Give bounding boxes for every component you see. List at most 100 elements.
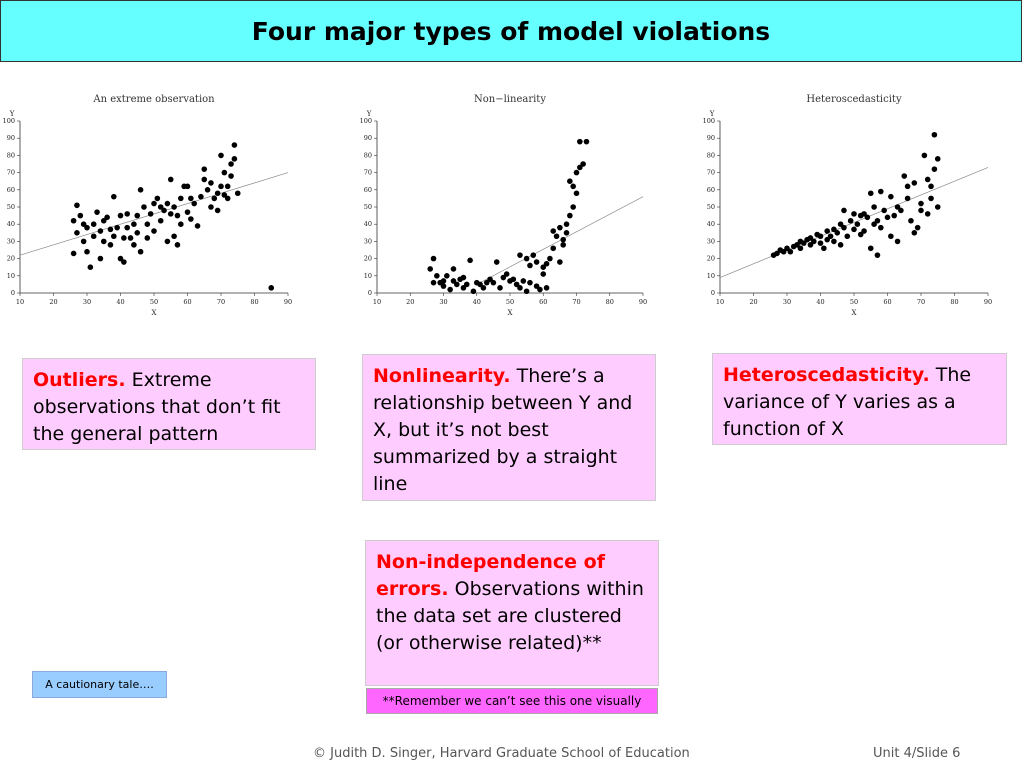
data-point — [121, 259, 127, 265]
x-axis-label: X — [508, 309, 513, 317]
data-point — [80, 238, 87, 245]
data-point — [800, 240, 807, 246]
regression-line — [476, 196, 644, 285]
x-tick-label: 60 — [539, 298, 547, 306]
data-point — [218, 183, 224, 190]
data-point — [444, 273, 450, 279]
data-point — [827, 233, 834, 240]
data-point — [218, 152, 224, 159]
data-point — [533, 283, 540, 289]
y-axis-label: Y — [709, 110, 715, 118]
y-tick-label: 80 — [707, 151, 715, 159]
data-point — [268, 285, 275, 291]
data-point — [918, 207, 924, 214]
data-point — [483, 279, 490, 286]
data-point — [570, 183, 576, 190]
data-point — [134, 212, 141, 219]
x-tick-label: 50 — [850, 298, 858, 306]
data-point — [204, 187, 211, 193]
data-point — [924, 211, 931, 217]
data-point — [540, 264, 547, 270]
data-point — [811, 238, 817, 245]
data-point — [77, 212, 84, 219]
data-point — [884, 214, 891, 221]
data-point — [570, 204, 576, 210]
y-tick-label: 0 — [11, 289, 15, 297]
y-tick-label: 50 — [7, 203, 15, 211]
data-point — [874, 252, 881, 258]
data-point — [434, 273, 440, 279]
cautionary-tale-button[interactable]: A cautionary tale…. — [32, 671, 167, 698]
heteroscedasticity-text: The variance of Y varies as a function o… — [723, 364, 972, 440]
data-point — [87, 264, 94, 270]
data-point — [191, 200, 197, 207]
outliers-heading: Outliers. — [33, 369, 126, 391]
data-point — [888, 233, 894, 240]
data-point — [184, 183, 191, 190]
data-point — [503, 271, 510, 277]
y-tick-label: 70 — [364, 169, 372, 177]
data-point — [447, 286, 453, 293]
x-tick-label: 90 — [639, 298, 647, 306]
data-point — [523, 255, 530, 262]
data-point — [874, 217, 881, 224]
x-tick-label: 80 — [250, 298, 258, 306]
y-tick-label: 60 — [707, 186, 715, 194]
data-point — [931, 166, 938, 172]
outliers-text: Extreme observations that don’t fit the … — [33, 369, 281, 445]
x-tick-label: 20 — [749, 298, 757, 306]
data-point — [520, 278, 527, 284]
data-point — [174, 212, 181, 219]
data-point — [567, 178, 573, 184]
y-tick-label: 100 — [360, 117, 372, 125]
y-tick-label: 10 — [364, 272, 372, 280]
data-point — [784, 245, 790, 252]
data-point — [221, 192, 228, 198]
footer-copyright: © Judith D. Singer, Harvard Graduate Sch… — [313, 746, 690, 761]
data-point — [70, 250, 77, 257]
chart-title: Non−linearity — [474, 94, 546, 105]
non-independence-text: Observations within the data set are clu… — [376, 578, 644, 654]
remember-note: **Remember we can’t see this one visuall… — [366, 688, 658, 714]
x-tick-label: 20 — [406, 298, 414, 306]
data-point — [497, 285, 503, 291]
data-point — [914, 224, 921, 231]
data-point — [427, 266, 433, 272]
y-tick-label: 30 — [364, 237, 372, 245]
data-point — [124, 211, 130, 217]
data-point — [430, 255, 437, 262]
data-point — [500, 274, 507, 281]
data-point — [208, 180, 214, 186]
scatter-plot-heteroscedasticity: Heteroscedasticity 10 20 30 40 50 60 70 80 90 0 10 2… — [700, 88, 1008, 327]
y-tick-label: 60 — [7, 186, 15, 194]
data-point — [228, 161, 234, 167]
data-point — [224, 183, 231, 190]
data-point — [871, 204, 877, 210]
non-independence-heading: Non-independence of errors. — [376, 551, 606, 600]
data-point — [463, 281, 470, 288]
data-point — [201, 166, 208, 172]
data-point — [188, 216, 194, 222]
data-point — [201, 176, 208, 183]
scatter-plot-outliers: An extreme observation 10 20 30 40 50 60 70 80 90… — [0, 88, 308, 327]
data-point — [178, 221, 184, 227]
y-tick-label: 90 — [364, 134, 372, 142]
data-point — [460, 274, 467, 281]
y-tick-label: 80 — [364, 151, 372, 159]
data-point — [878, 188, 884, 195]
page-title: Four major types of model violations — [251, 16, 771, 46]
data-point — [121, 235, 127, 241]
data-point — [881, 207, 887, 214]
data-point — [857, 231, 864, 238]
data-point — [878, 224, 884, 231]
nonlinearity-heading: Nonlinearity. — [373, 365, 511, 387]
data-point — [557, 259, 563, 265]
data-point — [867, 245, 874, 252]
data-point — [934, 156, 941, 162]
x-tick-label: 60 — [183, 298, 191, 306]
x-tick-label: 70 — [917, 298, 925, 306]
nonlinearity-text: There’s a relationship between Y and X, … — [373, 365, 633, 495]
x-tick-label: 90 — [284, 298, 292, 306]
x-tick-label: 80 — [950, 298, 958, 306]
